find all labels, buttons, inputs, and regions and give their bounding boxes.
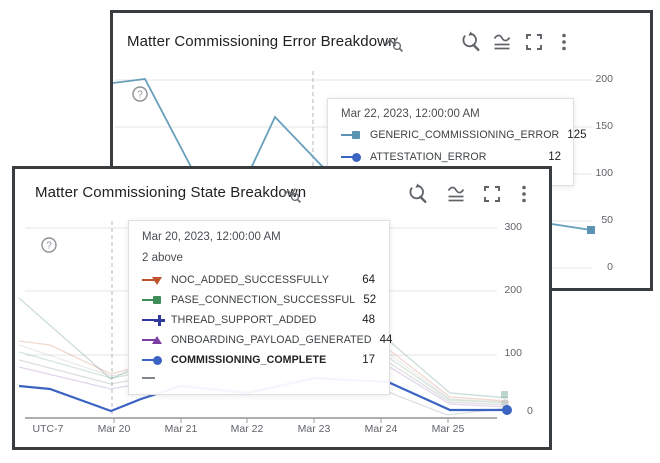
series-value: 125	[567, 129, 587, 141]
chart-zoom-icon	[383, 32, 405, 54]
series-marker-triangle-down	[142, 274, 164, 286]
zoom-reset-icon[interactable]	[459, 31, 481, 53]
tooltip-overflow-note: 2 above	[142, 252, 183, 264]
svg-text:?: ?	[137, 90, 143, 101]
series-marker-plus	[142, 314, 165, 326]
series-label: PASE_CONNECTION_SUCCESSFUL	[171, 294, 356, 306]
page-title: Matter Commissioning Error Breakdown	[127, 33, 397, 50]
generic-commissioning-error-endpoint	[587, 226, 595, 234]
tooltip-row: NOC_ADDED_SUCCESSFULLY 64	[142, 270, 375, 290]
series-value: 64	[362, 274, 375, 286]
series-value: 44	[379, 334, 393, 346]
tooltip-row: COMMISSIONING_COMPLETE 17	[142, 350, 375, 370]
faint-endpoint-square	[501, 391, 508, 398]
y-tick-label: 0	[527, 405, 533, 417]
truncated-row-dash	[142, 377, 155, 379]
y-tick-label: 100	[504, 347, 522, 359]
x-tick-label: Mar 21	[164, 423, 198, 435]
y-tick-label: 0	[607, 261, 613, 273]
chart-tooltip: Mar 20, 2023, 12:00:00 AM 2 above NOC_AD…	[128, 220, 392, 395]
fullscreen-icon[interactable]	[481, 183, 503, 205]
commissioning-complete-endpoint	[502, 405, 512, 415]
tooltip-row: PASE_CONNECTION_SUCCESSFUL 52	[142, 290, 377, 310]
tooltip-row: THREAD_SUPPORT_ADDED 48	[142, 310, 375, 330]
x-tick-label: Mar 23	[297, 423, 331, 435]
kebab-menu-icon[interactable]	[517, 183, 531, 205]
series-value: 17	[362, 354, 375, 366]
series-marker-circle	[142, 354, 164, 366]
y-tick-label: 200	[504, 284, 522, 296]
tooltip-row: ONBOARDING_PAYLOAD_GENERATED 44	[142, 330, 392, 350]
tooltip-header: Mar 22, 2023, 12:00:00 AM	[341, 108, 480, 120]
series-label: COMMISSIONING_COMPLETE	[171, 354, 327, 366]
x-tick-label: UTC-7	[32, 423, 64, 435]
page-title: Matter Commissioning State Breakdown	[35, 184, 307, 201]
chart-zoom-icon	[281, 183, 303, 205]
series-value: 12	[548, 151, 561, 163]
series-label: ONBOARDING_PAYLOAD_GENERATED	[171, 334, 372, 346]
series-marker-circle	[341, 151, 363, 163]
kebab-menu-icon[interactable]	[557, 31, 571, 53]
svg-text:?: ?	[46, 241, 52, 252]
y-tick-label: 50	[601, 214, 613, 226]
series-value: 48	[362, 314, 375, 326]
help-icon[interactable]: ?	[132, 86, 148, 102]
x-tick-label: Mar 24	[364, 423, 398, 435]
tooltip-header: Mar 20, 2023, 12:00:00 AM	[142, 231, 281, 243]
y-tick-label: 150	[595, 120, 613, 132]
state-breakdown-card: Matter Commissioning State Breakdown	[12, 166, 552, 450]
series-marker-square	[142, 294, 164, 306]
y-tick-label: 300	[504, 221, 522, 233]
series-marker-triangle-up	[142, 334, 164, 346]
y-tick-label: 200	[595, 73, 613, 85]
tooltip-row: GENERIC_COMMISSIONING_ERROR 125	[341, 124, 586, 146]
series-wave-icon[interactable]	[491, 31, 513, 53]
y-tick-label: 100	[595, 167, 613, 179]
x-tick-label: Mar 20	[97, 423, 131, 435]
series-wave-icon[interactable]	[445, 183, 467, 205]
x-tick-label: Mar 25	[431, 423, 465, 435]
x-tick-label: Mar 22	[230, 423, 264, 435]
help-icon[interactable]: ?	[41, 237, 57, 253]
series-label: NOC_ADDED_SUCCESSFULLY	[171, 274, 330, 286]
series-label: ATTESTATION_ERROR	[370, 151, 487, 163]
series-value: 52	[363, 294, 377, 306]
zoom-reset-icon[interactable]	[406, 183, 428, 205]
tooltip-row: ATTESTATION_ERROR 12	[341, 146, 561, 168]
series-label: THREAD_SUPPORT_ADDED	[171, 314, 317, 326]
fullscreen-icon[interactable]	[523, 31, 545, 53]
series-marker-square	[341, 129, 363, 141]
series-label: GENERIC_COMMISSIONING_ERROR	[370, 129, 560, 141]
